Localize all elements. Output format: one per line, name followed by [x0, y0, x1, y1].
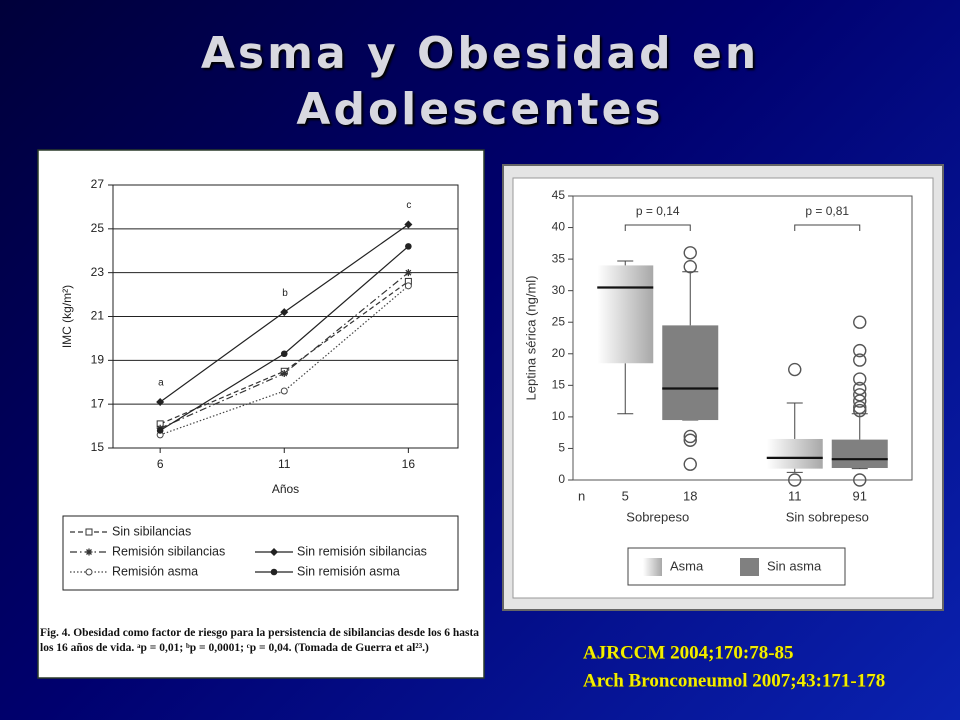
y-axis-label: Leptina sérica (ng/ml) [523, 276, 538, 401]
y-tick-label: 45 [552, 188, 566, 202]
box [766, 438, 823, 469]
y-tick-label: 23 [91, 265, 105, 279]
y-tick-label: 27 [91, 177, 105, 191]
outlier [853, 372, 867, 386]
y-tick-label: 0 [558, 472, 565, 486]
y-tick-label: 25 [91, 221, 105, 235]
point-label: c [406, 200, 411, 211]
legend-label: Sin remisión asma [297, 564, 400, 578]
outlier [683, 457, 697, 471]
category-label: Sin sobrepeso [786, 509, 869, 524]
n-label: n [578, 488, 585, 503]
outlier [853, 394, 867, 408]
y-tick-label: 5 [558, 441, 565, 455]
marker [85, 568, 93, 576]
marker [156, 397, 165, 406]
y-tick-label: 10 [552, 409, 566, 423]
legend-label: Remisión sibilancias [112, 544, 225, 558]
marker [270, 548, 278, 556]
marker [404, 282, 412, 290]
n-value: 18 [683, 488, 697, 503]
outlier [853, 400, 867, 415]
marker [280, 387, 288, 395]
point-label: a [158, 378, 164, 389]
legend-label: Sin asma [767, 558, 822, 573]
y-tick-label: 15 [91, 440, 105, 454]
marker [85, 548, 93, 556]
figure-caption: Fig. 4. Obesidad como factor de riesgo p… [40, 627, 480, 654]
legend-label: Remisión asma [112, 564, 198, 578]
x-tick-label: 6 [157, 457, 164, 471]
p-bracket [624, 224, 691, 231]
p-bracket [794, 224, 861, 231]
legend-label: Sin remisión sibilancias [297, 544, 427, 558]
outlier [853, 343, 867, 358]
outlier [683, 246, 697, 260]
legend-label: Sin sibilancias [112, 524, 191, 538]
marker [280, 350, 288, 358]
p-annotation: p = 0,81 [805, 204, 849, 218]
outlier [788, 473, 802, 487]
point-label: b [282, 288, 288, 299]
x-axis-label: Años [272, 482, 299, 496]
marker [405, 243, 412, 250]
y-tick-label: 40 [552, 220, 566, 234]
y-tick-label: 19 [91, 353, 105, 367]
marker [85, 528, 93, 536]
legend-box [62, 515, 459, 591]
x-tick-label: 11 [278, 457, 291, 471]
y-tick-label: 15 [552, 378, 566, 392]
slide-title: Asma y Obesidad en Adolescentes [200, 28, 760, 135]
outlier [853, 473, 867, 487]
outlier [853, 403, 867, 418]
citation: AJRCCM 2004;170:78-85 [583, 642, 794, 663]
outlier [683, 259, 697, 274]
legend-swatch [740, 558, 759, 576]
outlier [683, 429, 697, 444]
legend-label: Asma [670, 558, 704, 573]
legend-box [627, 547, 846, 586]
marker [270, 568, 278, 576]
y-tick-label: 21 [91, 309, 105, 323]
marker [156, 427, 164, 434]
marker [280, 308, 289, 317]
series-line [159, 280, 409, 425]
marker [404, 269, 412, 277]
y-tick-label: 20 [552, 346, 566, 360]
y-axis-label: IMC (kg/m²) [60, 285, 74, 348]
y-tick-label: 25 [552, 314, 566, 328]
box [831, 439, 888, 469]
outlier [853, 315, 867, 329]
n-value: 5 [622, 488, 629, 503]
outlier [683, 433, 697, 447]
x-tick-label: 16 [402, 457, 416, 471]
y-tick-label: 17 [91, 396, 105, 410]
box [597, 265, 654, 364]
n-value: 91 [853, 488, 867, 503]
y-tick-label: 30 [552, 283, 566, 297]
y-tick-label: 35 [552, 251, 566, 265]
marker [280, 369, 288, 377]
citation: Arch Bronconeumol 2007;43:171-178 [583, 670, 885, 691]
n-value: 11 [788, 488, 802, 503]
outlier [788, 362, 802, 377]
outlier [853, 353, 867, 367]
legend-swatch [643, 558, 662, 576]
category-label: Sobrepeso [626, 509, 689, 524]
p-annotation: p = 0,14 [636, 204, 680, 218]
marker [404, 220, 413, 229]
box [662, 325, 719, 421]
